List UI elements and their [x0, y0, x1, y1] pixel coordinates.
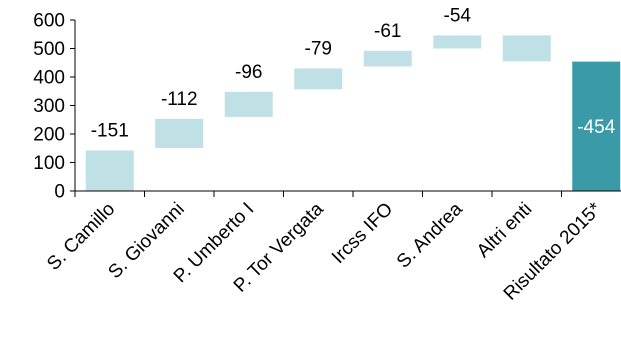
bar-value-label: -54	[444, 5, 472, 26]
waterfall-bar	[155, 118, 204, 148]
waterfall-bar	[85, 150, 134, 191]
y-tick-label: 0	[54, 182, 65, 203]
x-category-label: Ircss IFO	[328, 199, 397, 268]
x-category-label: Altri enti	[473, 199, 536, 262]
waterfall-bar	[294, 68, 343, 90]
bar-value-label: -151	[91, 121, 129, 142]
y-tick-label: 500	[33, 39, 65, 60]
total-bar	[572, 61, 621, 191]
y-tick-label: 300	[33, 96, 65, 117]
waterfall-bar	[433, 35, 482, 49]
bar-value-label: -96	[235, 62, 262, 83]
x-category-label: S. Andrea	[393, 198, 467, 272]
y-tick-label: 600	[33, 11, 65, 32]
bar-value-label: -112	[161, 89, 198, 110]
x-category-label: S. Camillo	[43, 199, 119, 275]
bar-value-label: -79	[305, 38, 332, 59]
bars-group: -151 -112 -96 -79 -61 -54 -454	[85, 5, 621, 191]
waterfall-bar	[224, 91, 273, 117]
total-value-label: -454	[577, 117, 615, 138]
y-tick-label: 200	[33, 125, 65, 146]
waterfall-bar	[502, 35, 551, 62]
y-axis: 0 100 200 300 400 500 600	[33, 11, 76, 203]
y-tick-label: 100	[33, 153, 65, 174]
waterfall-bar	[363, 50, 412, 67]
bar-value-label: -61	[374, 21, 401, 42]
y-tick-label: 400	[33, 68, 65, 89]
